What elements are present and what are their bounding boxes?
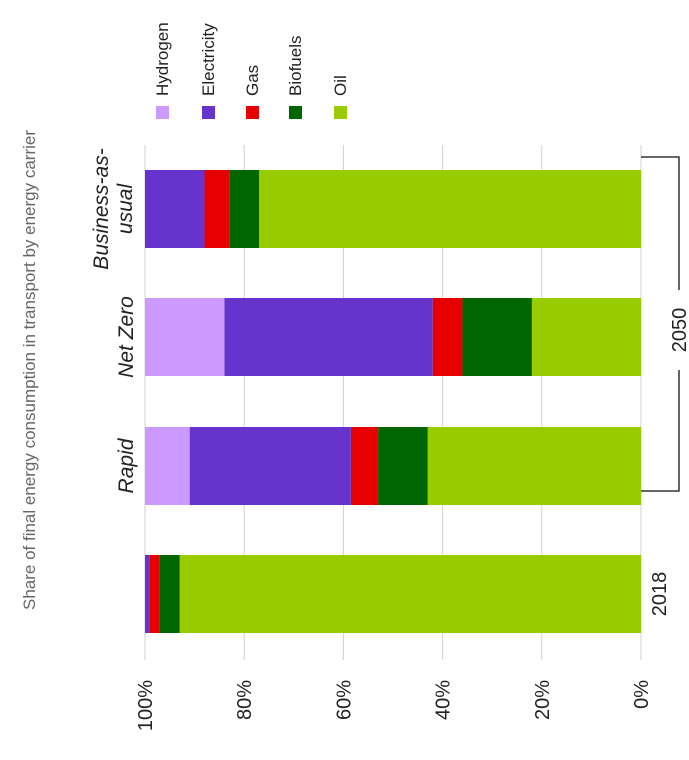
x-tick-label: 100%: [135, 680, 157, 731]
legend: Hydrogen Electricity Gas Biofuels Oil: [153, 22, 350, 119]
group-bracket-gap: [669, 290, 689, 370]
bars: [145, 170, 641, 633]
bar-net-zero-gas: [432, 298, 463, 376]
bar-business-as-usual-oil: [259, 170, 641, 248]
bar-net-zero-electricity: [224, 298, 433, 376]
group-bracket: 2050: [641, 156, 689, 492]
y-axis-title: Share of final energy consumption in tra…: [20, 130, 39, 610]
category-label-rapid: Rapid: [115, 437, 138, 493]
legend-label-electricity: Electricity: [199, 23, 218, 96]
legend-label-oil: Oil: [331, 75, 350, 96]
category-label-2018: 2018: [649, 572, 671, 617]
legend-swatch-electricity: [202, 106, 215, 119]
category-labels: 2018 Rapid Net Zero Business-as-usual: [90, 148, 671, 616]
category-label-net-zero: Net Zero: [115, 296, 138, 378]
legend-swatch-hydrogen: [156, 106, 169, 119]
legend-label-hydrogen: Hydrogen: [153, 22, 172, 96]
group-label-2050: 2050: [669, 308, 689, 353]
bar-business-as-usual-gas: [204, 170, 230, 248]
x-tick-label: 60%: [333, 680, 355, 720]
legend-swatch-gas: [246, 106, 259, 119]
legend-label-biofuels: Biofuels: [286, 36, 305, 96]
bar-rapid-hydrogen: [145, 427, 190, 505]
bar-business-as-usual-biofuels: [229, 170, 260, 248]
bar-business-as-usual-electricity: [145, 170, 205, 248]
x-tick-labels: 0% 20% 40% 60% 80% 100%: [135, 680, 653, 731]
x-tick-label: 40%: [433, 680, 455, 720]
x-tick-label: 0%: [631, 680, 653, 709]
bar-2018-oil: [179, 555, 641, 633]
bar-2018-gas: [149, 555, 160, 633]
bar-net-zero-biofuels: [462, 298, 532, 376]
x-tick-label: 80%: [234, 680, 256, 720]
legend-label-gas: Gas: [243, 65, 262, 96]
bar-rapid-gas: [350, 427, 379, 505]
bar-net-zero-oil: [531, 298, 641, 376]
bar-net-zero-hydrogen: [145, 298, 225, 376]
legend-swatch-oil: [334, 106, 347, 119]
legend-swatch-biofuels: [289, 106, 302, 119]
bar-2018-biofuels: [159, 555, 180, 633]
x-tick-label: 20%: [532, 680, 554, 720]
bar-2018-electricity: [145, 555, 150, 633]
bar-rapid-electricity: [189, 427, 351, 505]
bar-rapid-oil: [427, 427, 641, 505]
category-label-business-as-usual: Business-as-usual: [90, 148, 137, 269]
bar-rapid-biofuels: [378, 427, 428, 505]
